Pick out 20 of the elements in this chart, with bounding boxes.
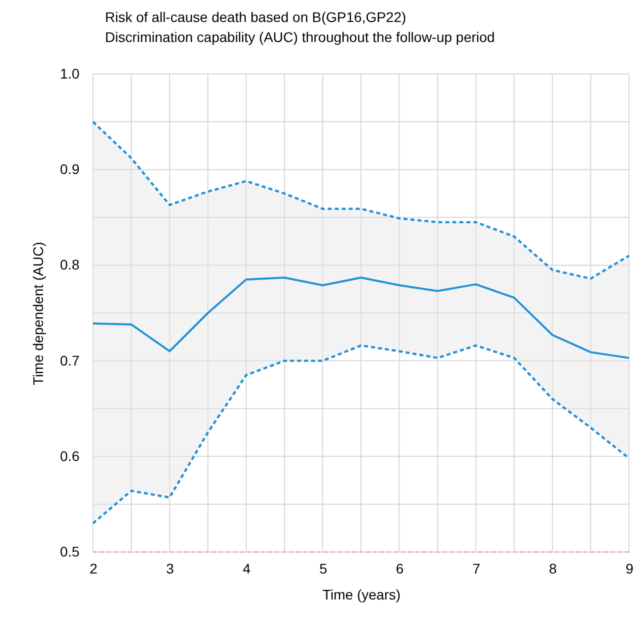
x-tick-label: 6 — [396, 560, 404, 576]
chart-subtitle: Discrimination capability (AUC) throughout the follow-up period — [105, 29, 495, 45]
y-axis-title: Time dependent (AUC) — [30, 242, 46, 386]
chart-title: Risk of all-cause death based on B(GP16,GP22) — [105, 9, 406, 25]
x-tick-label: 3 — [166, 560, 174, 576]
x-tick-label: 7 — [472, 560, 480, 576]
x-tick-label: 8 — [549, 560, 558, 576]
y-tick-label: 0.8 — [60, 256, 80, 273]
x-tick-label: 4 — [242, 560, 251, 576]
y-tick-label: 1.0 — [60, 66, 80, 82]
y-tick-label: 0.9 — [60, 161, 80, 178]
y-tick-label: 0.5 — [60, 544, 80, 560]
x-tick-label: 9 — [626, 560, 634, 576]
x-tick-label: 2 — [90, 560, 98, 576]
x-tick-label: 5 — [319, 560, 328, 576]
line-series — [92, 276, 630, 359]
line-series — [92, 120, 630, 280]
y-tick-label: 0.7 — [60, 352, 80, 368]
x-axis-title: Time (years) — [322, 586, 401, 602]
y-tick-label: 0.6 — [60, 448, 80, 464]
